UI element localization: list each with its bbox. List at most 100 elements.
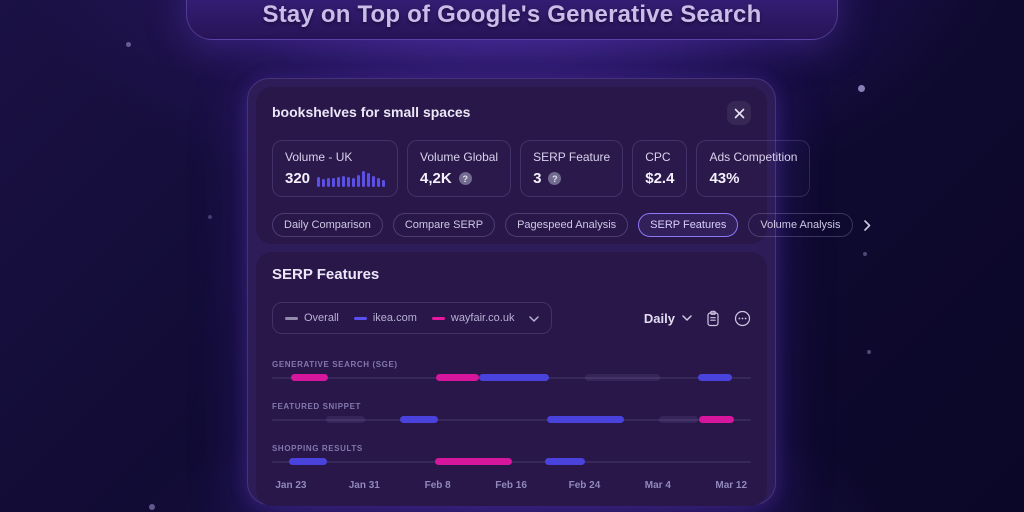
chart-segment-overall xyxy=(325,416,366,423)
right-controls: Daily xyxy=(644,310,751,327)
close-button[interactable] xyxy=(727,101,751,125)
serp-features-heading: SERP Features xyxy=(272,266,380,283)
chart-x-axis: Jan 23 Jan 31 Feb 8 Feb 16 Feb 24 Mar 4 Mar 12 xyxy=(272,480,751,492)
volume-sparkline xyxy=(317,170,386,187)
spark-bar xyxy=(362,171,366,187)
keyword-summary-panel: bookshelves for small spaces Volume - UK… xyxy=(256,87,870,244)
analysis-tabs: Daily Comparison Compare SERP Pagespeed An… xyxy=(272,213,870,237)
metric-value-row: 43% xyxy=(709,170,797,187)
metric-label: Ads Competition xyxy=(709,150,798,164)
legend-color-dash xyxy=(353,316,367,320)
legend-item-wayfair-co-uk: wayfair.co.uk xyxy=(431,312,515,324)
spark-bar xyxy=(357,175,361,187)
chart-track xyxy=(272,458,751,465)
x-tick-mar-4: Mar 4 xyxy=(644,480,671,491)
period-selector[interactable]: Daily xyxy=(644,311,692,326)
legend-item-ikea-com: ikea.com xyxy=(353,312,417,324)
star-dot xyxy=(149,504,155,510)
spark-bar xyxy=(317,177,321,187)
chart-segment-ikea-com xyxy=(545,458,585,465)
spark-bar xyxy=(367,173,371,187)
tab-pagespeed-analysis[interactable]: Pagespeed Analysis xyxy=(505,213,629,237)
x-tick-feb-8: Feb 8 xyxy=(424,480,451,491)
spark-bar xyxy=(337,177,341,187)
chart-segment-wayfair-co-uk xyxy=(435,458,512,465)
more-options-button[interactable] xyxy=(734,310,751,327)
x-tick-feb-24: Feb 24 xyxy=(568,480,601,491)
spark-bar xyxy=(347,177,351,187)
query-row: bookshelves for small spaces xyxy=(272,101,751,125)
clipboard-icon xyxy=(707,310,719,326)
chart-segment-overall xyxy=(658,416,699,423)
metric-value-row: 3? xyxy=(533,170,610,187)
copy-report-button[interactable] xyxy=(705,310,721,327)
metric-cards-row: Volume - UK 320 Volume Global 4,2K? SERP Fea… xyxy=(272,140,811,197)
keyword-overview-card: bookshelves for small spaces Volume - UK… xyxy=(247,78,870,506)
metric-card-serp-feature: SERP Feature 3? xyxy=(520,140,624,197)
help-icon[interactable]: ? xyxy=(458,172,472,185)
chevron-down-icon xyxy=(682,315,692,321)
metric-value-row: 4,2K? xyxy=(420,170,498,187)
serp-features-panel: SERP Features Overall ikea.com wayfair.co.… xyxy=(256,252,767,506)
chart-segment-ikea-com xyxy=(478,374,549,381)
tab-compare-serp[interactable]: Compare SERP xyxy=(392,213,496,237)
tab-serp-features[interactable]: SERP Features xyxy=(638,213,739,237)
metric-card-cpc: CPC $2.4 xyxy=(632,140,688,197)
chart-row-shopping-results: SHOPPING RESULTS xyxy=(272,444,751,465)
serp-features-timeline-chart: GENERATIVE SEARCH (SGE) FEATURED SNIPPET S… xyxy=(272,360,751,465)
chart-segment-ikea-com xyxy=(546,416,624,423)
chart-row-generative-search-sge: GENERATIVE SEARCH (SGE) xyxy=(272,360,751,381)
metric-value-row: 320 xyxy=(285,170,386,187)
series-legend-dropdown[interactable]: Overall ikea.com wayfair.co.uk xyxy=(272,302,553,334)
metric-label: Volume - UK xyxy=(285,150,353,164)
metric-card-ads-competition: Ads Competition 43% xyxy=(696,140,811,197)
chart-segment-wayfair-co-uk xyxy=(290,374,328,381)
page-title: Stay on Top of Google's Generative Searc… xyxy=(262,1,762,28)
metric-card-volume-uk: Volume - UK 320 xyxy=(272,140,399,197)
chevron-down-icon xyxy=(529,309,540,327)
spark-bar xyxy=(372,176,376,187)
legend-label: Overall xyxy=(304,312,339,324)
tab-volume-analysis[interactable]: Volume Analysis xyxy=(748,213,853,237)
metric-value: 320 xyxy=(285,170,311,187)
star-dot xyxy=(863,252,867,256)
legend-item-overall: Overall xyxy=(285,312,339,324)
chart-segment-wayfair-co-uk xyxy=(699,416,735,423)
tabs-scroll-right-button[interactable] xyxy=(863,219,871,231)
chart-row-featured-snippet: FEATURED SNIPPET xyxy=(272,402,751,423)
chart-segment-ikea-com xyxy=(400,416,439,423)
metric-value: $2.4 xyxy=(645,170,675,187)
x-tick-mar-12: Mar 12 xyxy=(715,480,748,491)
legend-color-dash xyxy=(285,316,298,320)
legend-label: wayfair.co.uk xyxy=(450,312,515,324)
chart-row-label: GENERATIVE SEARCH (SGE) xyxy=(272,360,398,369)
period-label: Daily xyxy=(643,310,675,326)
legend-label: ikea.com xyxy=(372,312,417,324)
spark-bar xyxy=(352,178,356,187)
star-dot xyxy=(867,350,871,354)
chart-segment-wayfair-co-uk xyxy=(436,374,479,381)
metric-value: 3 xyxy=(533,170,542,187)
spark-bar xyxy=(332,178,336,187)
spark-bar xyxy=(327,178,331,187)
tab-daily-comparison[interactable]: Daily Comparison xyxy=(272,213,383,237)
spark-bar xyxy=(322,179,326,187)
legend-color-dash xyxy=(431,316,445,320)
close-icon xyxy=(734,108,744,118)
chevron-right-icon xyxy=(863,219,870,231)
spark-bar xyxy=(342,176,346,187)
chart-track xyxy=(272,374,751,381)
hero-title-banner: Stay on Top of Google's Generative Searc… xyxy=(186,0,838,40)
chart-controls-row: Overall ikea.com wayfair.co.uk Daily xyxy=(272,302,751,334)
metric-card-volume-global: Volume Global 4,2K? xyxy=(407,140,512,197)
help-icon[interactable]: ? xyxy=(548,172,562,185)
star-dot xyxy=(208,215,212,219)
metric-label: SERP Feature xyxy=(533,150,611,164)
chart-track xyxy=(272,416,751,423)
metric-value-row: $2.4 xyxy=(645,170,674,187)
chart-row-label: FEATURED SNIPPET xyxy=(272,402,362,411)
chart-row-label: SHOPPING RESULTS xyxy=(272,444,363,453)
chart-segment-ikea-com xyxy=(288,458,327,465)
star-dot xyxy=(126,42,131,47)
x-tick-jan-23: Jan 23 xyxy=(275,480,307,491)
